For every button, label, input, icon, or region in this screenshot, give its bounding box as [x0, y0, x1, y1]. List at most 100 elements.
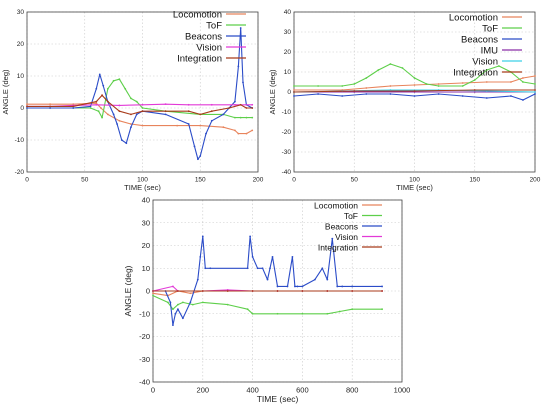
data-point-locomotion: [72, 103, 75, 106]
data-point-locomotion: [389, 85, 392, 87]
data-point-tof: [167, 301, 169, 304]
y-tick-label: -40: [139, 378, 150, 387]
data-point-tof: [112, 79, 115, 82]
x-tick-label: 200: [530, 177, 541, 184]
y-tick-label: -20: [15, 169, 25, 176]
data-point-tof: [124, 87, 127, 90]
legend-label: IMU: [481, 46, 499, 57]
data-point-integration: [210, 110, 213, 113]
data-point-tof: [497, 65, 500, 67]
data-point-tof: [234, 116, 236, 119]
data-point-beacons: [249, 235, 252, 238]
data-point-tof: [191, 303, 194, 306]
y-tick-label: 10: [284, 69, 292, 76]
data-point-vision: [210, 103, 213, 106]
y-tick-label: 20: [284, 49, 292, 56]
data-point-beacons: [381, 285, 383, 288]
y-tick-label: 40: [284, 9, 292, 16]
data-point-integration: [49, 105, 51, 108]
data-point-tof: [473, 79, 476, 81]
data-point-beacons: [199, 155, 202, 157]
data-point-integration: [199, 113, 202, 116]
data-point-locomotion: [522, 77, 524, 79]
data-point-beacons: [239, 27, 242, 29]
series-line-locomotion: [152, 290, 383, 297]
x-axis-label: TIME (sec): [396, 183, 433, 192]
data-point-tof: [251, 312, 254, 315]
data-point-beacons: [291, 255, 294, 258]
data-point-beacons: [485, 97, 488, 99]
data-point-beacons: [196, 278, 199, 281]
legend-label: ToF: [344, 211, 358, 221]
legend-label: Vision: [335, 232, 358, 242]
data-point-integration: [534, 89, 536, 91]
y-tick-label: 20: [17, 41, 25, 48]
data-point-beacons: [164, 113, 167, 116]
data-point-beacons: [204, 267, 207, 270]
data-point-vision: [172, 285, 174, 288]
data-point-beacons: [286, 285, 289, 288]
y-axis-label: ANGLE (deg): [1, 69, 10, 115]
data-point-beacons: [189, 301, 192, 304]
data-point-locomotion: [141, 124, 144, 127]
data-point-integration: [413, 90, 416, 92]
x-tick-label: 150: [469, 177, 480, 184]
data-point-tof: [246, 308, 249, 311]
data-point-beacons: [522, 99, 524, 101]
data-point-tof: [413, 77, 416, 79]
x-tick-label: 0: [292, 177, 296, 184]
data-point-tof: [377, 69, 380, 71]
data-point-beacons: [301, 285, 304, 288]
data-point-tof: [338, 310, 341, 313]
x-tick-label: 0: [25, 177, 29, 184]
data-point-beacons: [125, 142, 128, 145]
y-tick-label: -20: [282, 129, 292, 136]
data-point-locomotion: [100, 107, 102, 109]
legend-label: Beacons: [461, 35, 498, 46]
data-point-integration: [245, 107, 248, 109]
x-tick-label: 100: [137, 177, 148, 184]
legend-label: Vision: [196, 43, 222, 54]
data-point-beacons: [130, 126, 132, 129]
data-point-integration: [130, 113, 132, 116]
legend-label: Integration: [177, 54, 222, 65]
data-point-beacons: [89, 105, 92, 108]
data-point-integration: [293, 91, 295, 93]
data-point-locomotion: [251, 129, 254, 132]
x-tick-label: 50: [351, 177, 359, 184]
data-point-integration: [301, 290, 304, 292]
data-point-integration: [141, 110, 144, 113]
data-point-beacons: [251, 255, 254, 258]
data-point-locomotion: [152, 292, 154, 295]
data-point-beacons: [193, 145, 196, 148]
data-point-tof: [97, 110, 100, 113]
data-point-beacons: [341, 95, 344, 97]
x-tick-label: 200: [253, 177, 264, 184]
data-point-beacons: [237, 65, 240, 68]
data-point-tof: [135, 100, 138, 103]
x-tick-label: 600: [296, 386, 309, 395]
data-point-locomotion: [118, 119, 121, 122]
series-line-tof: [152, 295, 383, 315]
x-tick-label: 200: [197, 386, 210, 395]
data-point-beacons: [197, 158, 199, 161]
data-point-beacons: [177, 308, 179, 311]
data-point-beacons: [269, 267, 271, 270]
data-point-beacons: [266, 278, 269, 281]
data-point-vision: [164, 103, 167, 106]
data-point-integration: [473, 89, 476, 91]
data-point-beacons: [313, 278, 316, 281]
x-tick-label: 800: [346, 386, 359, 395]
data-point-locomotion: [95, 102, 98, 105]
x-tick-label: 0: [151, 386, 155, 395]
series-line-beacons: [293, 93, 536, 101]
data-point-beacons: [201, 235, 204, 238]
data-point-beacons: [209, 267, 212, 270]
data-point-tof: [425, 83, 428, 85]
y-tick-label: 30: [284, 29, 292, 36]
data-point-beacons: [246, 267, 249, 270]
y-tick-label: -10: [139, 309, 150, 318]
data-point-integration: [201, 290, 204, 292]
series-line-tof: [27, 78, 253, 119]
data-point-beacons: [174, 312, 177, 315]
